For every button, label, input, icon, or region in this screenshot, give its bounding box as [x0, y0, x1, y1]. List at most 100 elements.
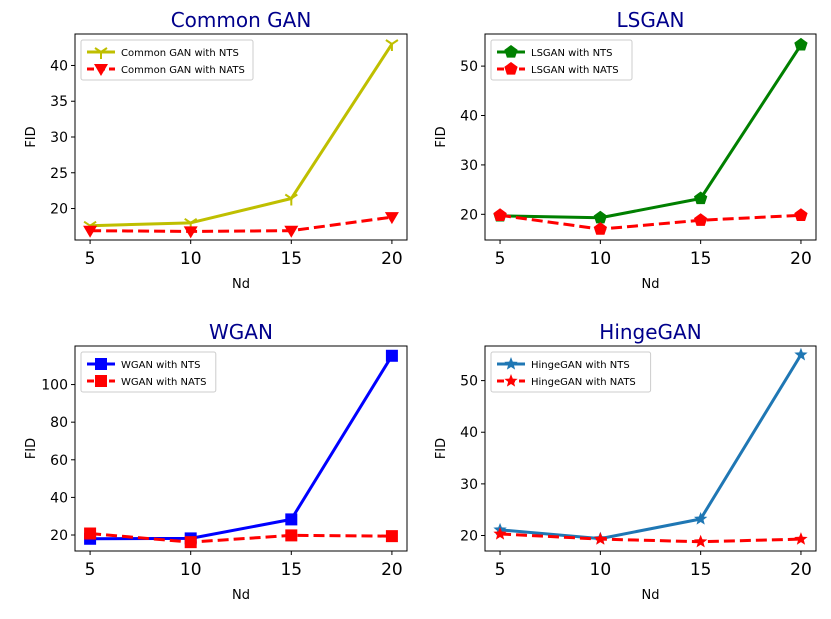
legend-marker	[95, 358, 107, 370]
series-line-1	[90, 43, 394, 228]
data-point	[385, 349, 398, 362]
y-tick-label: 35	[50, 94, 68, 110]
data-point	[794, 532, 808, 545]
x-tick-label: 20	[381, 560, 403, 580]
x-tick-label: 5	[85, 560, 96, 580]
legend-marker	[94, 64, 108, 76]
series-line-1	[500, 44, 803, 220]
y-tick-label: 40	[460, 109, 478, 125]
chart-title: LSGAN	[617, 8, 685, 32]
x-tick-label: 5	[495, 560, 506, 580]
y-tick-label: 60	[50, 453, 68, 469]
data-point	[183, 226, 198, 239]
x-axis-label: Nd	[642, 277, 660, 292]
legend-entry: HingeGAN with NTS	[531, 360, 630, 371]
data-point	[593, 222, 608, 235]
data-point	[693, 191, 708, 205]
data-point	[285, 529, 298, 542]
x-axis-label: Nd	[642, 588, 660, 603]
x-tick-label: 15	[280, 249, 302, 269]
plot-frame	[484, 33, 817, 241]
plot-frame	[74, 345, 408, 552]
y-tick-label: 20	[460, 207, 478, 223]
series-line-1	[499, 353, 803, 541]
y-tick-label: 30	[50, 130, 68, 146]
data-point	[493, 208, 507, 221]
legend-entry: Common GAN with NATS	[121, 65, 245, 76]
y-tick-label: 100	[41, 378, 68, 394]
data-point	[794, 347, 808, 361]
chart-panel-3: 5 10 15 20 20 40 60 80 100 WGAN Nd FID WGAN with NTS…	[24, 320, 408, 603]
x-tick-label: 20	[790, 249, 812, 269]
data-point	[83, 225, 98, 238]
y-tick-label: 50	[460, 374, 478, 390]
series-line-2	[89, 532, 392, 544]
x-tick-label: 20	[381, 249, 403, 269]
x-tick-label: 10	[180, 560, 202, 580]
data-point	[385, 530, 398, 543]
y-tick-label: 20	[460, 529, 478, 545]
x-tick-label: 10	[180, 249, 202, 269]
data-point	[593, 210, 608, 224]
plot-frame	[484, 345, 817, 552]
chart-title: WGAN	[209, 320, 273, 344]
y-tick-label: 20	[50, 202, 68, 218]
chart-panel-1: 5 10 15 20 20 25 30 35 40 Common GAN Nd FID Common G…	[24, 8, 408, 292]
data-point	[385, 39, 399, 52]
data-point	[593, 532, 608, 545]
legend-marker	[504, 45, 518, 58]
y-axis-label: FID	[434, 126, 449, 147]
x-tick-label: 15	[280, 560, 302, 580]
y-tick-label: 30	[460, 158, 478, 174]
y-tick-label: 25	[50, 166, 68, 182]
data-point	[693, 213, 708, 226]
y-tick-label: 20	[50, 528, 68, 544]
legend-entry: Common GAN with NTS	[121, 48, 239, 59]
data-point	[693, 534, 708, 548]
legend-entry: WGAN with NATS	[121, 377, 207, 388]
legend-entry: LSGAN with NTS	[531, 48, 613, 59]
legend	[490, 39, 633, 81]
data-point	[794, 37, 808, 51]
y-tick-label: 80	[50, 415, 68, 431]
legend	[490, 351, 652, 393]
x-axis-label: Nd	[232, 588, 250, 603]
x-axis-label: Nd	[232, 277, 250, 292]
x-tick-label: 10	[590, 560, 612, 580]
x-tick-label: 20	[790, 560, 812, 580]
legend-marker	[94, 47, 108, 59]
x-tick-label: 10	[590, 249, 612, 269]
data-point	[84, 527, 97, 540]
y-axis-label: FID	[434, 438, 449, 459]
data-point	[184, 536, 197, 549]
chart-panel-2: 5 10 15 20 20 30 40 50 LSGAN Nd FID LSGAN with NTS L…	[434, 8, 817, 292]
legend-marker	[504, 62, 518, 75]
legend-entry: LSGAN with NATS	[531, 65, 619, 76]
data-point	[285, 513, 298, 526]
data-point	[693, 511, 708, 525]
y-tick-label: 50	[460, 59, 478, 75]
y-axis-label: FID	[24, 126, 39, 147]
legend	[80, 39, 254, 81]
legend-entry: HingeGAN with NATS	[531, 377, 636, 388]
y-tick-label: 40	[50, 58, 68, 74]
data-point	[284, 193, 298, 206]
data-point	[794, 208, 808, 221]
series-line-2	[499, 532, 801, 544]
y-axis-label: FID	[24, 438, 39, 459]
y-tick-label: 30	[460, 477, 478, 493]
x-tick-label: 5	[495, 249, 506, 269]
chart-title: Common GAN	[171, 8, 312, 32]
y-tick-label: 40	[50, 490, 68, 506]
series-line-2	[499, 213, 802, 231]
x-tick-label: 5	[85, 249, 96, 269]
data-point	[384, 212, 399, 225]
data-point	[284, 225, 299, 238]
legend-entry: WGAN with NTS	[121, 360, 200, 371]
x-tick-label: 15	[690, 560, 712, 580]
legend-marker	[95, 375, 107, 387]
legend-marker	[504, 374, 518, 387]
data-point	[493, 526, 507, 540]
series-line-2	[90, 215, 393, 233]
